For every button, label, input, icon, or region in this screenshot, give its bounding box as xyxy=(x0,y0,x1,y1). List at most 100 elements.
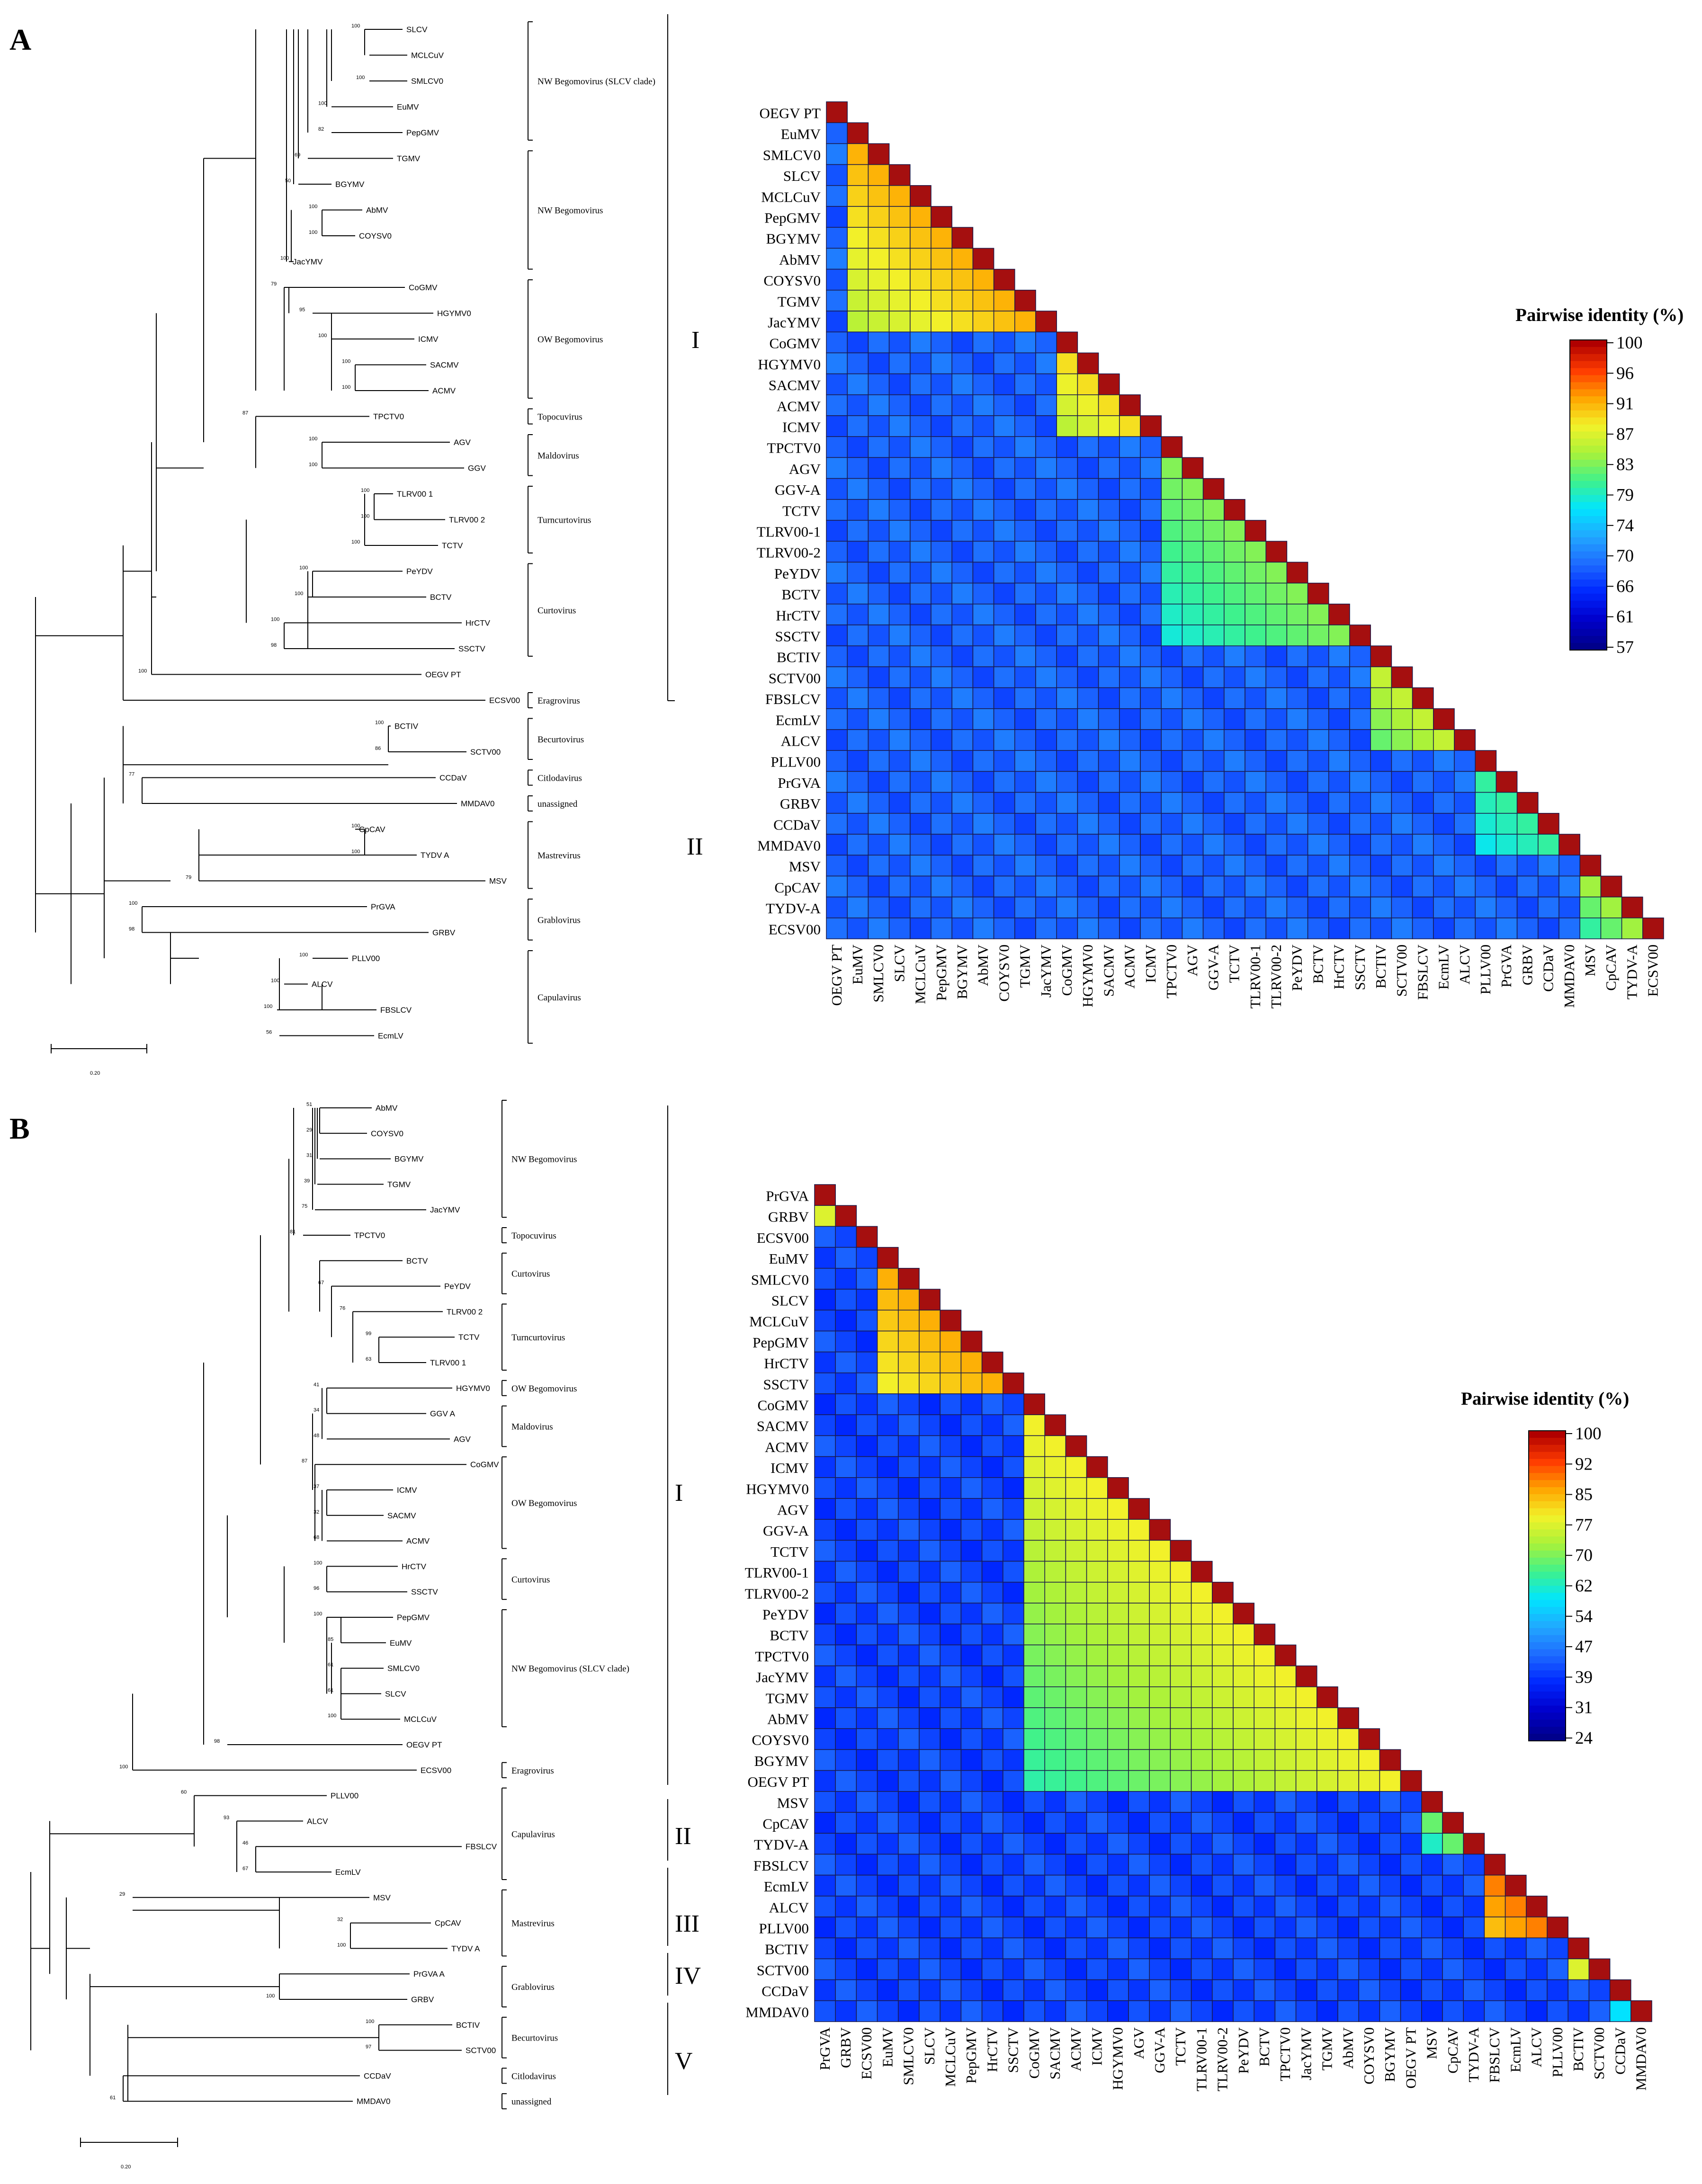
heatmap-cell xyxy=(1358,1770,1380,1792)
heatmap-cell xyxy=(856,1958,878,1980)
heatmap-cell xyxy=(856,1874,878,1897)
heatmap-cell xyxy=(1433,729,1455,751)
legend-swatch xyxy=(1570,424,1607,432)
heatmap-cell xyxy=(1245,875,1266,898)
heatmap-cell xyxy=(1065,1937,1087,1960)
heatmap-cell xyxy=(847,185,869,207)
heatmap-cell xyxy=(835,1770,857,1792)
heatmap-cell xyxy=(972,666,994,688)
column-label: GRBV xyxy=(837,2027,854,2068)
heatmap-cell xyxy=(1023,1498,1045,1520)
heatmap-cell xyxy=(1065,1686,1087,1708)
heatmap-cell xyxy=(960,1603,983,1624)
row-label: MSV xyxy=(789,858,821,875)
heatmap-cell xyxy=(1642,918,1664,939)
heatmap-cell xyxy=(1421,1958,1443,1980)
heatmap-cell xyxy=(814,1519,836,1541)
heatmap-cell xyxy=(1191,1770,1213,1792)
heatmap-cell xyxy=(1496,813,1518,835)
heatmap-cell xyxy=(847,290,869,312)
heatmap-cell xyxy=(940,1707,962,1729)
heatmap-cell xyxy=(898,1833,920,1855)
heatmap-cell xyxy=(951,268,974,291)
heatmap-cell xyxy=(1119,875,1141,898)
heatmap-cell xyxy=(1254,1686,1276,1708)
heatmap-cell xyxy=(835,1330,857,1353)
heatmap-cell xyxy=(1559,855,1580,877)
heatmap-cell xyxy=(931,248,952,270)
heatmap-cell xyxy=(1245,834,1266,856)
heatmap-cell xyxy=(888,624,911,646)
heatmap-cell xyxy=(868,436,890,458)
leaf-label: BCTIV xyxy=(394,722,419,731)
heatmap-cell xyxy=(847,813,869,835)
heatmap-cell xyxy=(951,415,974,437)
heatmap-cell xyxy=(1224,896,1245,918)
heatmap-cell xyxy=(847,708,869,730)
heatmap-cell xyxy=(1086,1560,1108,1583)
heatmap-cell xyxy=(1014,771,1036,793)
leaf-label: TGMV xyxy=(387,1180,411,1189)
heatmap-cell xyxy=(1086,1770,1108,1792)
bootstrap-value: 98 xyxy=(271,642,277,648)
heatmap-cell xyxy=(1128,1896,1150,1917)
heatmap-cell xyxy=(1328,708,1350,730)
heatmap-cell xyxy=(826,834,848,856)
row-label: PepGMV xyxy=(752,1334,809,1351)
heatmap-cell xyxy=(1107,1623,1129,1646)
row-label: SCTV00 xyxy=(757,1962,809,1979)
heatmap-cell xyxy=(814,1623,836,1646)
heatmap-cell xyxy=(835,1393,857,1415)
heatmap-cell xyxy=(951,771,974,793)
heatmap-cell xyxy=(951,290,974,312)
heatmap-cell xyxy=(1212,1812,1234,1834)
heatmap-cell xyxy=(1077,896,1099,918)
heatmap-cell xyxy=(981,1896,1003,1917)
heatmap-cell xyxy=(1014,855,1036,877)
column-label: GRBV xyxy=(1519,944,1535,985)
legend-tick-label: 79 xyxy=(1616,486,1634,505)
heatmap-cell xyxy=(910,206,932,228)
row-label: AbMV xyxy=(767,1711,809,1727)
heatmap-cell xyxy=(1212,2000,1234,2022)
clade-label: Topocuvirus xyxy=(511,1231,556,1241)
heatmap-cell xyxy=(1286,687,1308,709)
column-label: TPCTV0 xyxy=(1277,2027,1293,2081)
heatmap-cell xyxy=(856,1707,878,1729)
heatmap-cell xyxy=(1328,750,1350,772)
heatmap-cell xyxy=(1286,645,1308,668)
column-label: SMLCV0 xyxy=(870,945,887,1002)
heatmap-cell xyxy=(940,1310,962,1332)
heatmap-cell xyxy=(1265,855,1288,877)
heatmap-cell xyxy=(898,1979,920,2001)
heatmap-cell xyxy=(1265,624,1288,646)
legend-swatch xyxy=(1529,1508,1566,1516)
heatmap-cell xyxy=(1140,687,1162,709)
heatmap-cell xyxy=(972,311,994,332)
heatmap-cell xyxy=(1119,415,1141,437)
heatmap-cell xyxy=(1265,896,1288,918)
heatmap-cell xyxy=(835,1812,857,1834)
heatmap-cell xyxy=(951,918,974,939)
heatmap-cell xyxy=(1044,1665,1066,1687)
heatmap-cell xyxy=(1295,1874,1317,1897)
heatmap-cell xyxy=(951,311,974,332)
bootstrap-value: 79 xyxy=(186,875,191,881)
heatmap-cell xyxy=(847,394,869,416)
column-label: BCTIV xyxy=(1372,944,1389,989)
heatmap-cell xyxy=(835,1623,857,1646)
heatmap-cell xyxy=(1098,624,1120,646)
heatmap-cell xyxy=(835,1874,857,1897)
heatmap-cell xyxy=(1212,1582,1234,1604)
heatmap-cell xyxy=(1128,1582,1150,1604)
heatmap-cell xyxy=(1358,1833,1380,1855)
legend-swatch xyxy=(1529,1586,1566,1594)
row-label: PLLV00 xyxy=(770,754,821,770)
leaf-label: TPCTV0 xyxy=(373,412,404,421)
heatmap-cell xyxy=(1191,1979,1213,2001)
legend-swatch xyxy=(1529,1466,1566,1474)
heatmap-cell xyxy=(1379,1874,1401,1897)
heatmap-cell xyxy=(1463,1874,1485,1897)
heatmap-cell xyxy=(847,604,869,625)
heatmap-cell xyxy=(1119,562,1141,584)
